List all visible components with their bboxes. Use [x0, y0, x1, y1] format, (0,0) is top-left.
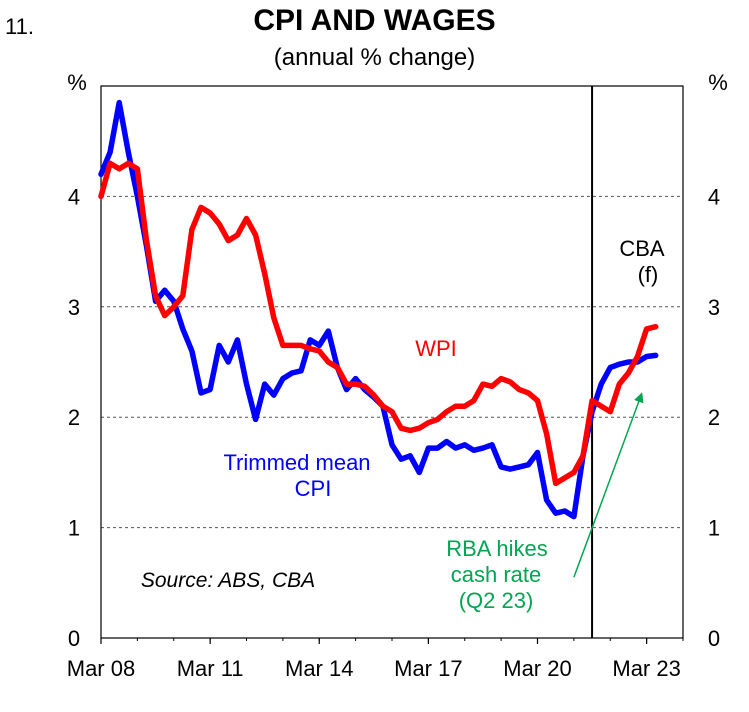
annotation-arrow [573, 392, 644, 578]
y-tick-label-left: 1 [68, 516, 80, 541]
x-tick-label: Mar 23 [612, 656, 680, 681]
annotation-text-line1: RBA hikes [446, 536, 548, 561]
wpi-series-line [98, 160, 659, 487]
chart-subtitle: (annual % change) [273, 44, 476, 71]
annotation-text-line3: (Q2 23) [459, 588, 534, 613]
y-axis-unit-right: % [708, 70, 728, 95]
y-tick-label-right: 0 [708, 626, 720, 651]
y-tick-label-left: 0 [68, 626, 80, 651]
y-tick-label-right: 1 [708, 516, 720, 541]
figure-number: 11. [5, 14, 34, 39]
chart-title: CPI AND WAGES [253, 4, 496, 37]
y-tick-label-right: 2 [708, 405, 720, 430]
plot-frame [100, 85, 684, 639]
x-tick-label: Mar 14 [285, 656, 353, 681]
wpi-series-label: WPI [415, 336, 457, 361]
y-tick-label-left: 2 [68, 405, 80, 430]
x-tick-label: Mar 11 [177, 656, 244, 681]
y-tick-label-right: 4 [708, 184, 720, 209]
annotation-text-line2: cash rate [451, 562, 542, 587]
x-tick-label: Mar 08 [67, 656, 135, 681]
x-tick-label: Mar 17 [394, 656, 462, 681]
source-note: Source: ABS, CBA [141, 569, 315, 592]
y-tick-label-right: 3 [708, 295, 720, 320]
forecast-label: CBA [619, 236, 665, 261]
y-tick-label-left: 3 [68, 295, 80, 320]
cpi-series-label-line2: CPI [295, 476, 332, 501]
forecast-label-suffix: (f) [638, 262, 659, 287]
cpi-series-line [98, 99, 659, 520]
y-axis-unit-left: % [67, 70, 87, 95]
cpi-series-label: Trimmed mean [223, 450, 370, 475]
y-tick-label-left: 4 [68, 184, 80, 209]
x-tick-label: Mar 20 [503, 656, 571, 681]
